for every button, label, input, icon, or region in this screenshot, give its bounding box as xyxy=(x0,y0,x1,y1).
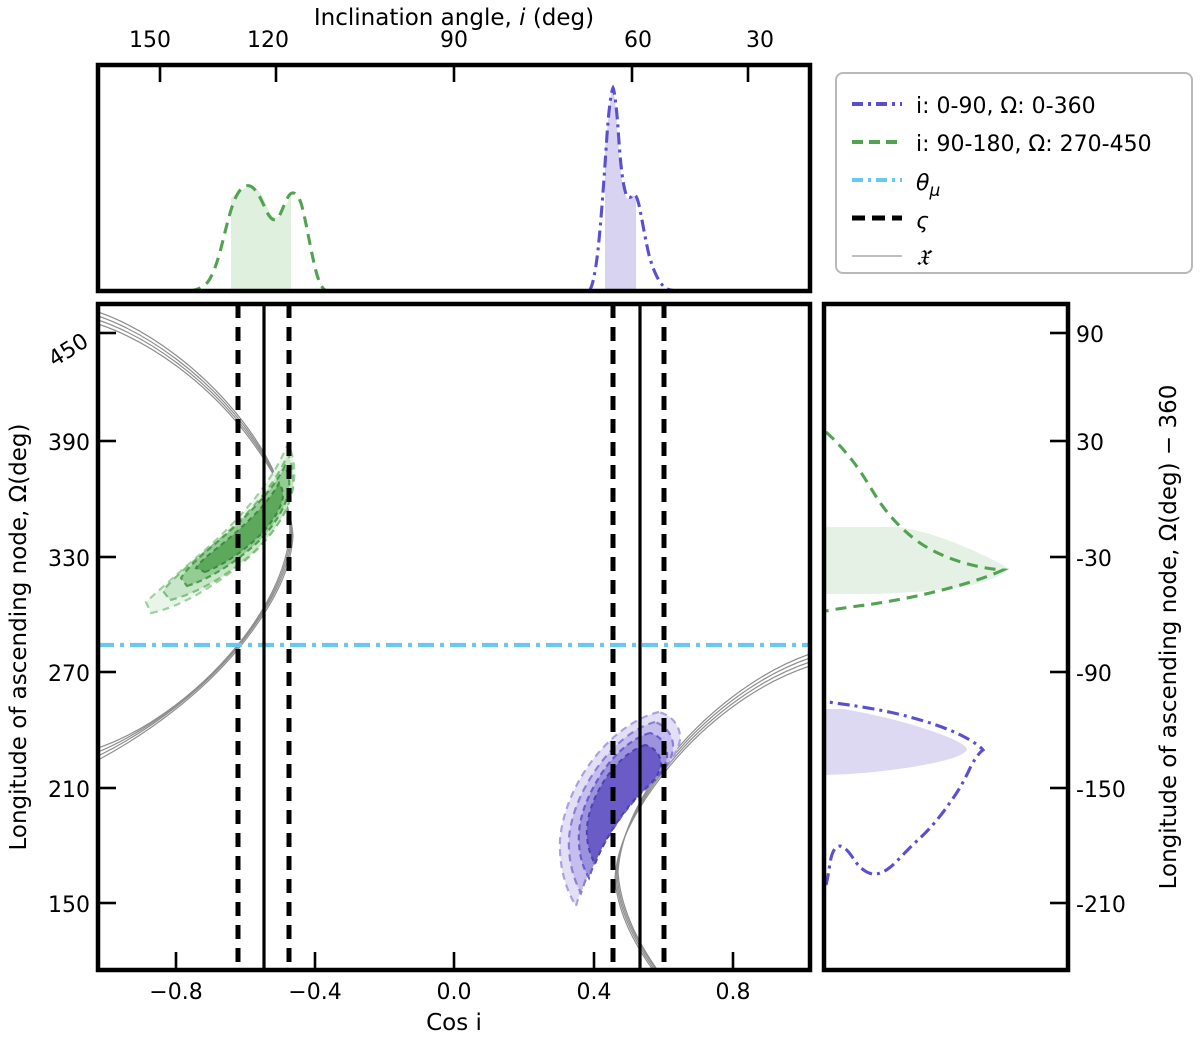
ytick-270: 270 xyxy=(48,662,90,687)
top-axis-title: Inclination angle, i (deg) xyxy=(314,5,594,31)
legend-box: i: 0-90, Ω: 0-360 i: 90-180, Ω: 270-450 … xyxy=(835,72,1193,274)
legend-label-theta-mu: θμ xyxy=(916,171,940,201)
xtick-08: 0.8 xyxy=(716,980,751,1005)
rtick-minus150: -150 xyxy=(1076,778,1126,803)
legend-row-xdot[interactable]: 𝔛̇ xyxy=(852,246,933,271)
top-kde-purple-fill xyxy=(605,88,636,291)
legend-label-retrograde: i: 90-180, Ω: 270-450 xyxy=(916,132,1152,157)
right-panel-yticks xyxy=(1050,331,1066,905)
right-axis-title: Longitude of ascending node, Ω(deg) − 36… xyxy=(1156,385,1182,890)
xdot-curves-left xyxy=(98,311,294,761)
top-tick-90: 90 xyxy=(440,28,468,53)
top-axis-title-text: Inclination angle, xyxy=(314,5,519,31)
right-marginal-panel xyxy=(821,301,1071,973)
legend-label-zeta: ς xyxy=(916,209,929,234)
rtick-minus90: -90 xyxy=(1076,662,1112,687)
legend-frame xyxy=(835,72,1193,274)
top-axis-title-italic: i xyxy=(519,5,526,31)
rtick-minus210: -210 xyxy=(1076,893,1126,918)
legend-row-theta-mu[interactable]: θμ xyxy=(852,171,940,201)
right-panel-frame xyxy=(821,301,1071,973)
rtick-30: 30 xyxy=(1076,431,1104,456)
right-kde-green-curve xyxy=(824,430,1010,613)
right-kde-purple-fill xyxy=(824,709,967,775)
top-tick-60: 60 xyxy=(624,28,652,53)
right-kde-green-fill xyxy=(824,527,1008,594)
ytick-210: 210 xyxy=(48,778,90,803)
contour-purple-core xyxy=(585,743,663,867)
right-yticklabels: 90 30 -30 -90 -150 -210 xyxy=(1076,323,1126,918)
top-panel-ticks xyxy=(158,67,750,82)
main-panel-frame xyxy=(95,301,813,973)
contours-prograde xyxy=(558,710,682,909)
top-panel-frame xyxy=(95,62,813,294)
top-tick-30: 30 xyxy=(746,28,774,53)
top-tick-150: 150 xyxy=(129,28,171,53)
legend-row-zeta[interactable]: ς xyxy=(852,209,929,234)
xtick-04: 0.4 xyxy=(577,980,612,1005)
left-axis-title: Longitude of ascending node, Ω(deg) xyxy=(6,423,32,850)
ytick-330: 330 xyxy=(48,547,90,572)
xtick-minus08: −0.8 xyxy=(149,980,202,1005)
xtick-zero: 0.0 xyxy=(437,980,472,1005)
main-panel-xticks xyxy=(174,952,735,968)
legend-row-prograde[interactable]: i: 0-90, Ω: 0-360 xyxy=(852,94,1096,119)
xdot-curves-right xyxy=(614,653,810,970)
legend-row-retrograde[interactable]: i: 90-180, Ω: 270-450 xyxy=(852,132,1152,157)
rtick-minus30: -30 xyxy=(1076,547,1112,572)
top-marginal-panel xyxy=(95,62,813,294)
ytick-390: 390 xyxy=(48,431,90,456)
legend-label-prograde: i: 0-90, Ω: 0-360 xyxy=(916,94,1096,119)
top-kde-green-curve xyxy=(189,184,328,291)
top-kde-green-fill xyxy=(231,187,291,291)
ytick-150: 150 xyxy=(48,893,90,918)
main-joint-panel xyxy=(95,301,813,973)
main-panel-yticks xyxy=(100,331,116,905)
top-tick-120: 120 xyxy=(247,28,289,53)
rtick-90: 90 xyxy=(1076,323,1104,348)
bottom-axis-title: Cos i xyxy=(426,1010,482,1036)
top-axis-ticklabels: 150 120 90 60 30 xyxy=(129,28,774,53)
top-kde-purple-curve xyxy=(587,84,706,291)
legend-label-xdot: 𝔛̇ xyxy=(916,246,933,271)
xtick-minus04: −0.4 xyxy=(288,980,341,1005)
main-xticklabels: −0.8 −0.4 0.0 0.4 0.8 xyxy=(149,980,750,1005)
right-kde-purple-curve xyxy=(824,700,986,886)
